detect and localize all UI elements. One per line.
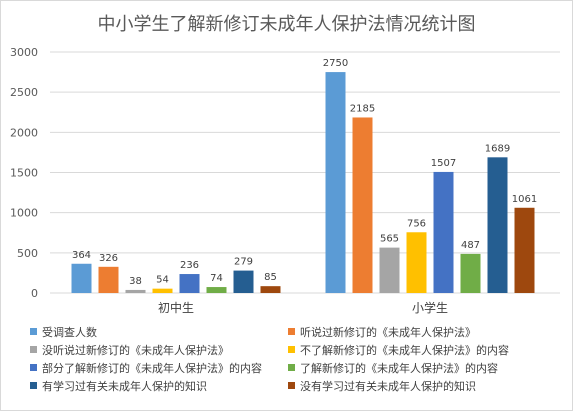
legend-label: 了解新修订的《未成年人保护法》的内容 (300, 361, 498, 375)
y-tick-label: 3000 (10, 46, 38, 59)
legend-item: 部分了解新修订的《未成年人保护法》的内容 (30, 360, 288, 375)
legend-swatch (288, 382, 295, 389)
data-label: 54 (156, 275, 169, 286)
data-label: 279 (234, 257, 253, 268)
data-label: 1061 (512, 194, 537, 205)
bar-1-0 (325, 72, 346, 293)
legend-item: 没听说过新修订的《未成年人保护法》 (30, 342, 288, 357)
data-label: 2750 (323, 58, 348, 69)
bar-0-7 (260, 286, 281, 293)
y-tick-label: 1500 (10, 167, 38, 180)
legend-item: 听说过新修订的《未成年人保护法》 (288, 324, 570, 339)
chart-legend: 受调查人数 听说过新修订的《未成年人保护法》没听说过新修订的《未成年人保护法》 不了… (30, 324, 570, 393)
legend-label: 不了解新修订的《未成年人保护法》的内容 (300, 343, 509, 357)
bar-1-3 (406, 232, 427, 293)
y-tick-label: 2500 (10, 86, 38, 99)
chart-title: 中小学生了解新修订未成年人保护法情况统计图 (97, 14, 476, 35)
legend-label: 受调查人数 (42, 325, 97, 339)
legend-label: 没听说过新修订的《未成年人保护法》 (42, 343, 229, 357)
bar-0-2 (125, 289, 146, 293)
bar-0-1 (98, 266, 119, 293)
data-label: 74 (210, 273, 223, 284)
legend-item: 有学习过有关未成年人保护的知识 (30, 378, 288, 393)
data-label: 2185 (350, 103, 375, 114)
data-label: 236 (180, 260, 199, 271)
y-tick-label: 500 (17, 247, 38, 260)
x-category-label: 小学生 (412, 300, 448, 315)
legend-swatch (30, 328, 37, 335)
bar-0-5 (206, 287, 227, 293)
data-label: 364 (72, 250, 91, 261)
bar-0-3 (152, 288, 173, 293)
legend-label: 部分了解新修订的《未成年人保护法》的内容 (42, 361, 262, 375)
data-label: 565 (380, 234, 399, 245)
x-category-label: 初中生 (158, 300, 194, 315)
bar-0-4 (179, 274, 200, 293)
legend-swatch (30, 364, 37, 371)
bar-1-6 (487, 157, 508, 293)
legend-item: 没有学习过有关未成年人保护的知识 (288, 378, 570, 393)
legend-swatch (30, 382, 37, 389)
data-label: 326 (99, 253, 118, 264)
data-label: 85 (264, 272, 277, 283)
y-tick-label: 1000 (10, 207, 38, 220)
data-label: 756 (407, 218, 426, 229)
legend-item: 不了解新修订的《未成年人保护法》的内容 (288, 342, 570, 357)
bar-1-7 (514, 207, 535, 293)
legend-item: 受调查人数 (30, 324, 288, 339)
legend-label: 听说过新修订的《未成年人保护法》 (300, 325, 476, 339)
data-label: 487 (461, 240, 480, 251)
legend-label: 有学习过有关未成年人保护的知识 (42, 379, 207, 393)
y-tick-label: 2000 (10, 126, 38, 139)
data-label: 38 (129, 276, 142, 287)
bar-0-0 (71, 263, 92, 293)
bar-1-1 (352, 117, 373, 293)
legend-item: 了解新修订的《未成年人保护法》的内容 (288, 360, 570, 375)
y-tick-label: 0 (31, 287, 38, 300)
bar-1-5 (460, 253, 481, 293)
legend-swatch (288, 346, 295, 353)
data-label: 1507 (431, 158, 456, 169)
bar-1-2 (379, 247, 400, 293)
legend-label: 没有学习过有关未成年人保护的知识 (300, 379, 476, 393)
legend-swatch (288, 328, 295, 335)
legend-swatch (288, 364, 295, 371)
bar-1-4 (433, 171, 454, 293)
bar-0-6 (233, 270, 254, 293)
legend-swatch (30, 346, 37, 353)
data-label: 1689 (485, 143, 510, 154)
